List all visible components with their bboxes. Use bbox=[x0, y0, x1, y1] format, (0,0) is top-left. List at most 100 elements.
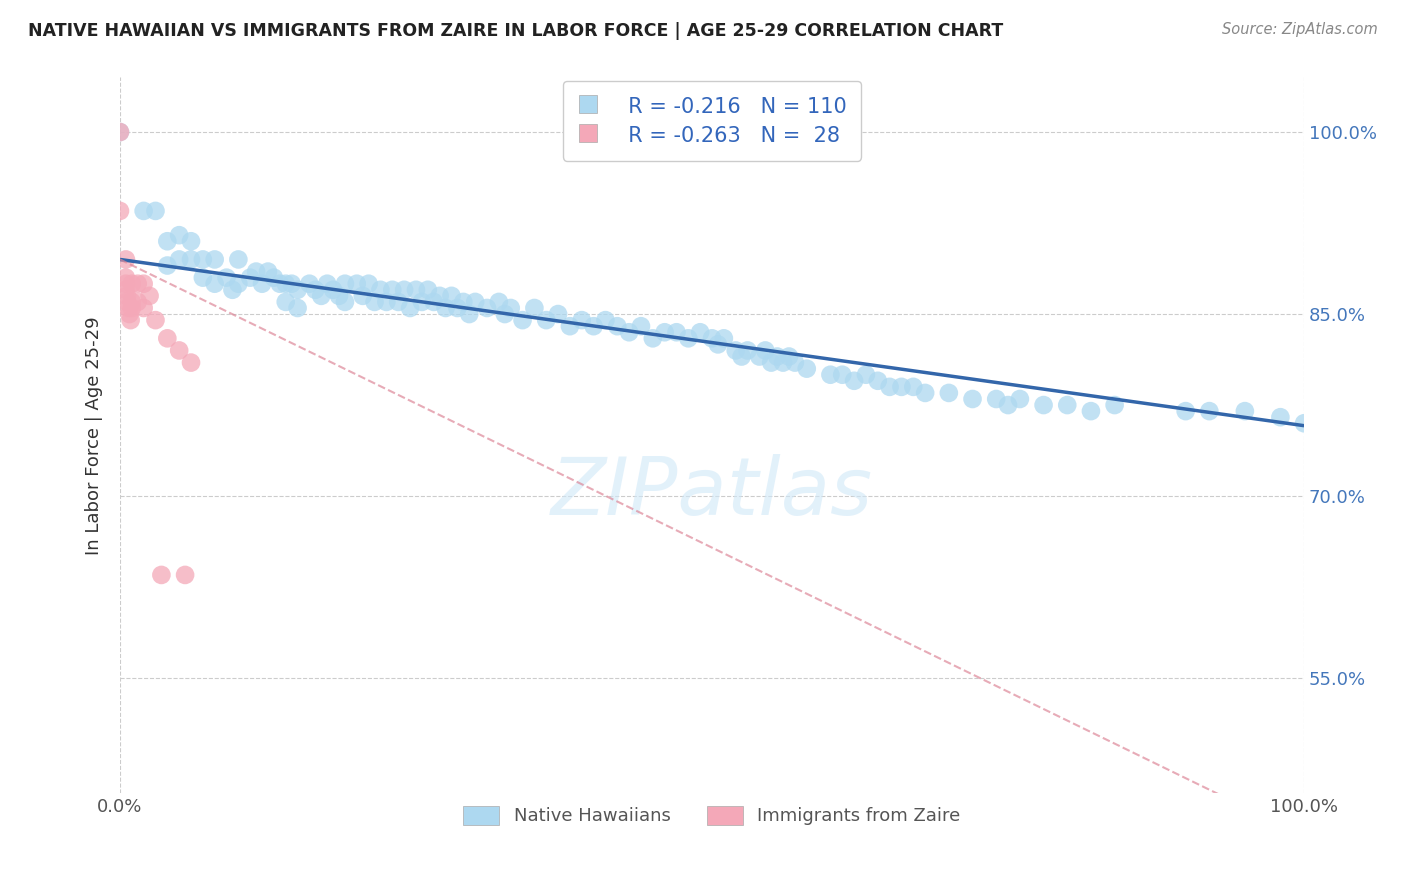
Point bbox=[174, 568, 197, 582]
Point bbox=[167, 228, 190, 243]
Point bbox=[333, 277, 356, 291]
Point bbox=[617, 325, 640, 339]
Point bbox=[145, 313, 167, 327]
Point bbox=[440, 289, 463, 303]
Point bbox=[250, 277, 273, 291]
Point bbox=[1294, 417, 1316, 431]
Point bbox=[595, 313, 617, 327]
Point bbox=[1008, 392, 1031, 406]
Text: Source: ZipAtlas.com: Source: ZipAtlas.com bbox=[1222, 22, 1378, 37]
Point bbox=[416, 283, 439, 297]
Point bbox=[523, 301, 546, 315]
Point bbox=[221, 283, 243, 297]
Point bbox=[127, 277, 149, 291]
Point bbox=[772, 355, 794, 369]
Point bbox=[783, 355, 806, 369]
Point bbox=[1056, 398, 1078, 412]
Point bbox=[263, 270, 285, 285]
Point bbox=[156, 259, 179, 273]
Point bbox=[381, 283, 404, 297]
Point bbox=[405, 283, 427, 297]
Point bbox=[654, 325, 676, 339]
Point bbox=[108, 125, 131, 139]
Point bbox=[180, 252, 202, 267]
Point bbox=[132, 277, 155, 291]
Point bbox=[167, 343, 190, 358]
Point bbox=[298, 277, 321, 291]
Point bbox=[606, 319, 628, 334]
Point bbox=[1080, 404, 1102, 418]
Point bbox=[1174, 404, 1197, 418]
Point bbox=[423, 294, 446, 309]
Legend: Native Hawaiians, Immigrants from Zaire: Native Hawaiians, Immigrants from Zaire bbox=[454, 797, 970, 834]
Point bbox=[730, 350, 752, 364]
Point bbox=[370, 283, 392, 297]
Point bbox=[121, 294, 143, 309]
Point bbox=[641, 331, 664, 345]
Point bbox=[796, 361, 818, 376]
Point bbox=[536, 313, 558, 327]
Point bbox=[180, 355, 202, 369]
Point bbox=[204, 252, 226, 267]
Point bbox=[1270, 410, 1292, 425]
Point bbox=[121, 301, 143, 315]
Point bbox=[132, 203, 155, 218]
Point bbox=[121, 277, 143, 291]
Point bbox=[215, 270, 238, 285]
Point bbox=[748, 350, 770, 364]
Point bbox=[903, 380, 925, 394]
Point bbox=[138, 289, 160, 303]
Point bbox=[274, 294, 297, 309]
Point bbox=[228, 277, 250, 291]
Point bbox=[1032, 398, 1054, 412]
Point bbox=[322, 283, 344, 297]
Point bbox=[274, 277, 297, 291]
Point bbox=[115, 270, 138, 285]
Point bbox=[778, 350, 800, 364]
Point bbox=[117, 301, 139, 315]
Point bbox=[115, 277, 138, 291]
Point bbox=[108, 203, 131, 218]
Point bbox=[333, 294, 356, 309]
Point bbox=[280, 277, 302, 291]
Point bbox=[145, 203, 167, 218]
Point bbox=[558, 319, 581, 334]
Point bbox=[700, 331, 723, 345]
Point bbox=[820, 368, 842, 382]
Point bbox=[269, 277, 291, 291]
Point bbox=[713, 331, 735, 345]
Point bbox=[304, 283, 326, 297]
Point bbox=[180, 234, 202, 248]
Point bbox=[582, 319, 605, 334]
Point bbox=[724, 343, 747, 358]
Point bbox=[287, 301, 309, 315]
Point bbox=[387, 294, 409, 309]
Point bbox=[118, 307, 141, 321]
Point bbox=[309, 289, 332, 303]
Point bbox=[761, 355, 783, 369]
Point bbox=[446, 301, 468, 315]
Point bbox=[363, 294, 385, 309]
Point bbox=[346, 277, 368, 291]
Point bbox=[375, 294, 398, 309]
Point bbox=[191, 270, 214, 285]
Point bbox=[127, 294, 149, 309]
Point bbox=[547, 307, 569, 321]
Point bbox=[855, 368, 877, 382]
Point bbox=[245, 264, 267, 278]
Point bbox=[392, 283, 415, 297]
Point bbox=[890, 380, 912, 394]
Point bbox=[1104, 398, 1126, 412]
Point bbox=[914, 385, 936, 400]
Point bbox=[399, 301, 422, 315]
Point bbox=[962, 392, 984, 406]
Point bbox=[630, 319, 652, 334]
Point bbox=[150, 568, 173, 582]
Point bbox=[239, 270, 262, 285]
Point bbox=[115, 294, 138, 309]
Point bbox=[228, 252, 250, 267]
Point bbox=[866, 374, 889, 388]
Point bbox=[167, 252, 190, 267]
Point bbox=[132, 301, 155, 315]
Point bbox=[938, 385, 960, 400]
